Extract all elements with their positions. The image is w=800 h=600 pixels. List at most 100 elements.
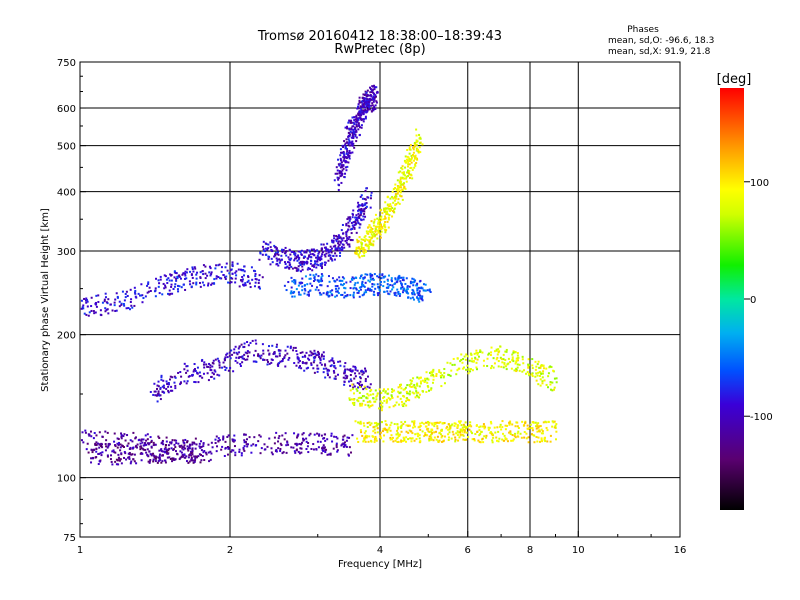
scatter-point: [362, 422, 365, 425]
scatter-point: [165, 380, 168, 383]
scatter-point: [174, 387, 177, 390]
scatter-point: [363, 212, 366, 215]
scatter-point: [355, 288, 358, 291]
scatter-point: [337, 245, 340, 248]
scatter-point: [415, 391, 418, 394]
scatter-point: [172, 458, 175, 461]
scatter-point: [277, 437, 280, 440]
scatter-point: [344, 374, 347, 377]
scatter-point: [508, 423, 511, 426]
scatter-point: [416, 376, 419, 379]
scatter-point: [430, 438, 433, 441]
scatter-point: [347, 134, 350, 137]
scatter-point: [187, 461, 190, 464]
scatter-point: [371, 236, 374, 239]
scatter-point: [218, 361, 221, 364]
scatter-point: [350, 379, 353, 382]
scatter-point: [80, 307, 83, 310]
scatter-point: [350, 221, 353, 224]
scatter-point: [392, 201, 395, 204]
scatter-point: [309, 267, 312, 270]
scatter-point: [228, 354, 231, 357]
scatter-point: [157, 385, 160, 388]
scatter-point: [197, 381, 200, 384]
scatter-point: [294, 252, 297, 255]
scatter-point: [192, 282, 195, 285]
scatter-point: [179, 371, 182, 374]
scatter-point: [463, 431, 466, 434]
scatter-point: [372, 85, 375, 88]
scatter-point: [349, 294, 352, 297]
scatter-point: [343, 176, 346, 179]
scatter-point: [184, 270, 187, 273]
scatter-point: [343, 246, 346, 249]
scatter-point: [188, 375, 191, 378]
scatter-point: [371, 285, 374, 288]
scatter-point: [159, 398, 162, 401]
scatter-point: [372, 397, 375, 400]
scatter-point: [334, 377, 337, 380]
scatter-point: [449, 425, 452, 428]
scatter-point: [373, 293, 376, 296]
scatter-point: [339, 251, 342, 254]
scatter-point: [216, 373, 219, 376]
scatter-point: [366, 93, 369, 96]
scatter-point: [119, 446, 122, 449]
scatter-point: [198, 445, 201, 448]
scatter-point: [146, 291, 149, 294]
scatter-point: [246, 352, 249, 355]
scatter-point: [231, 272, 234, 275]
scatter-point: [493, 362, 496, 365]
scatter-point: [274, 253, 277, 256]
scatter-point: [356, 240, 359, 243]
scatter-point: [353, 226, 356, 229]
scatter-point: [375, 439, 378, 442]
scatter-point: [398, 403, 401, 406]
scatter-point: [135, 296, 138, 299]
scatter-point: [477, 439, 480, 442]
scatter-point: [357, 246, 360, 249]
scatter-point: [401, 188, 404, 191]
scatter-point: [536, 423, 539, 426]
scatter-point: [328, 254, 331, 257]
scatter-point: [551, 381, 554, 384]
scatter-point: [430, 433, 433, 436]
scatter-point: [432, 378, 435, 381]
scatter-point: [342, 232, 345, 235]
scatter-point: [236, 361, 239, 364]
scatter-point: [340, 164, 343, 167]
scatter-point: [301, 277, 304, 280]
scatter-point: [360, 111, 363, 114]
scatter-point: [160, 378, 163, 381]
scatter-point: [107, 445, 110, 448]
scatter-point: [321, 274, 324, 277]
scatter-point: [381, 212, 384, 215]
scatter-point: [512, 438, 515, 441]
scatter-point: [107, 312, 110, 315]
scatter-point: [283, 261, 286, 264]
scatter-point: [359, 429, 362, 432]
scatter-point: [90, 435, 93, 438]
scatter-point: [201, 455, 204, 458]
scatter-point: [401, 440, 404, 443]
scatter-point: [391, 195, 394, 198]
scatter-point: [416, 435, 419, 438]
scatter-point: [364, 378, 367, 381]
scatter-point: [469, 370, 472, 373]
scatter-point: [461, 367, 464, 370]
scatter-point: [290, 250, 293, 253]
scatter-point: [268, 437, 271, 440]
scatter-point: [539, 440, 542, 443]
scatter-point: [379, 281, 382, 284]
scatter-point: [356, 389, 359, 392]
scatter-point: [391, 436, 394, 439]
scatter-point: [136, 443, 139, 446]
scatter-point: [453, 422, 456, 425]
scatter-point: [355, 121, 358, 124]
scatter-point: [159, 386, 162, 389]
scatter-point: [221, 366, 224, 369]
scatter-point: [369, 401, 372, 404]
scatter-point: [297, 433, 300, 436]
scatter-point: [396, 192, 399, 195]
scatter-point: [352, 128, 355, 131]
